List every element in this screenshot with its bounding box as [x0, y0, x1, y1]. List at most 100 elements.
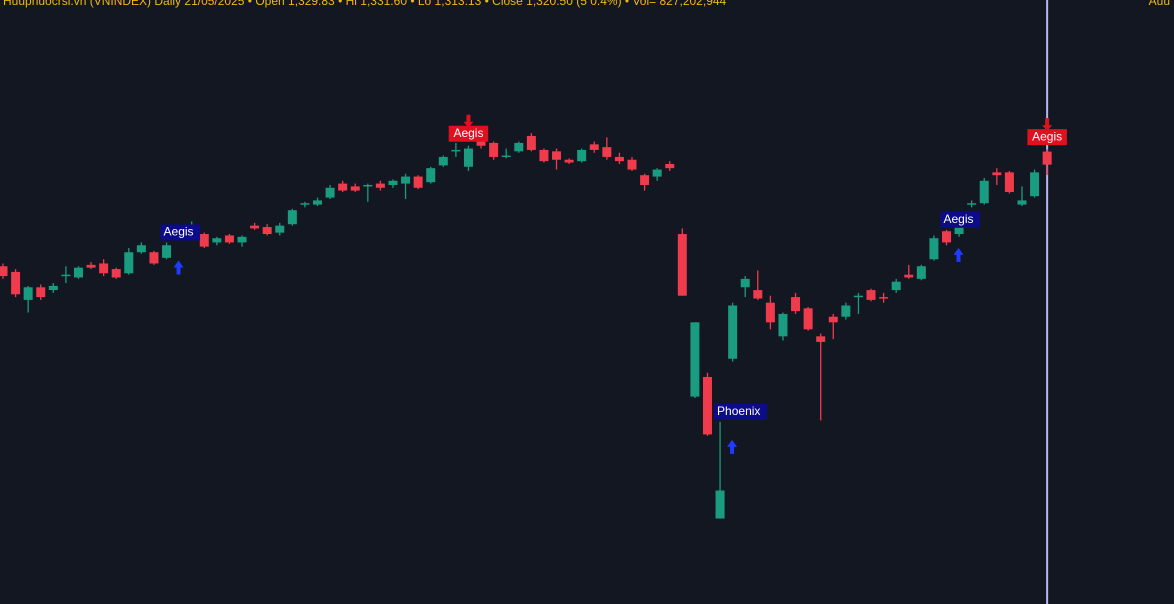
candle-body [640, 175, 650, 185]
candle-body [124, 252, 134, 274]
candle-body [262, 227, 272, 235]
candle-body [237, 236, 247, 243]
candle-body [363, 184, 373, 187]
candle-body [36, 287, 46, 298]
candle-body [287, 210, 297, 225]
candle-body [325, 187, 335, 198]
candle-body [929, 238, 939, 260]
candle-body [451, 149, 461, 152]
candle-body [11, 271, 21, 295]
candle-body [401, 176, 411, 184]
header-item: Vol= 827,202,944 [632, 0, 726, 8]
header-item: Open 1,329.83 [255, 0, 335, 8]
separator: • [407, 0, 418, 8]
candle-body [803, 308, 813, 330]
candle-body [564, 159, 574, 163]
candle-body [552, 151, 562, 160]
signal: Aegis [940, 211, 980, 262]
candle-body [162, 245, 172, 258]
candle-body [250, 225, 260, 229]
separator: • [335, 0, 346, 8]
candle-body [967, 203, 977, 205]
signal: Aegis [160, 224, 201, 275]
candle-body [828, 316, 838, 323]
signal: Phoenix [714, 403, 767, 454]
candle-body [338, 183, 348, 191]
candle-body [1042, 151, 1052, 165]
candle-body [652, 169, 662, 177]
signal-label: Aegis [1032, 129, 1062, 143]
header-item: Hi 1,331.60 [346, 0, 408, 8]
candle-body [149, 252, 159, 264]
candle-body [1017, 200, 1027, 205]
candle-body [728, 305, 738, 359]
candle-body [539, 149, 549, 162]
corner-text: Auu [1149, 0, 1170, 8]
signal-arrow [463, 114, 474, 128]
candle-body [1030, 172, 1040, 197]
signal-label-bg [448, 125, 489, 142]
candle-body [350, 186, 360, 191]
candle-body [866, 290, 876, 300]
candle-body [715, 490, 725, 519]
candle-body [375, 183, 385, 188]
candle-body [413, 176, 423, 188]
candle-body [665, 163, 675, 169]
candle-body [514, 142, 524, 152]
candle-body [753, 290, 763, 299]
signal-label-bg [714, 403, 767, 420]
candle-body [816, 336, 826, 342]
signal: Aegis [448, 114, 489, 142]
separator: • [244, 0, 255, 8]
signal-label: Aegis [453, 126, 483, 140]
candle-body [111, 269, 121, 278]
candle-body [300, 203, 310, 205]
candle-body [765, 302, 775, 323]
candle-body [212, 238, 222, 243]
signal-label: Aegis [944, 212, 974, 226]
signal-arrow [953, 247, 964, 262]
signal-arrow [1042, 118, 1053, 132]
candle-body [740, 278, 750, 288]
header-item: Lo 1,313.13 [418, 0, 482, 8]
candle-body [602, 147, 612, 157]
candle-body [853, 295, 863, 298]
candle-body [463, 148, 473, 167]
candle-body [438, 156, 448, 166]
signal-label-bg [940, 211, 980, 228]
header-item: Huuphuocrsi.vn (VNINDEX) Daily 21/05/202… [3, 0, 245, 8]
candle-body [879, 297, 889, 299]
candle-body [136, 245, 146, 253]
signal: Aegis [1027, 118, 1067, 146]
signal-label: Phoenix [717, 404, 760, 418]
separator: • [481, 0, 492, 8]
separator: • [622, 0, 633, 8]
candle-body [61, 274, 71, 277]
candle-body [702, 376, 712, 435]
signal-arrow [727, 439, 738, 454]
candle-body [627, 159, 637, 170]
candle-body [979, 180, 989, 204]
candle-body [614, 156, 624, 162]
candle-body [954, 224, 964, 235]
candle-body [791, 297, 801, 312]
candle-body [677, 234, 687, 296]
signal-label-bg [1027, 129, 1067, 146]
candle-body [501, 155, 511, 158]
candle-body [1004, 172, 1014, 192]
candle-body [841, 305, 851, 317]
candle-body [904, 274, 914, 278]
candle-body [942, 231, 951, 243]
candle-body [589, 144, 599, 150]
candle-body [99, 263, 109, 274]
header: Huuphuocrsi.vn (VNINDEX) Daily 21/05/202… [3, 0, 727, 8]
signal-label: Aegis [164, 225, 194, 239]
candle-body [224, 235, 234, 243]
candle-body [388, 180, 398, 185]
candle-body [313, 200, 322, 205]
candle-body [916, 266, 926, 279]
candle-body [73, 267, 83, 278]
